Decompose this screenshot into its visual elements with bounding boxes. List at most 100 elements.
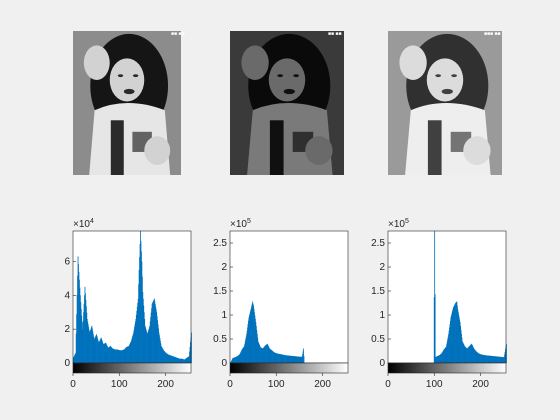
histogram-bar	[165, 352, 166, 363]
histogram-bar	[159, 340, 161, 363]
histogram-bar	[129, 344, 131, 363]
histogram-bar	[263, 346, 265, 363]
histogram-bar	[273, 352, 275, 363]
histogram-bar	[264, 346, 266, 363]
histogram-bar	[97, 341, 99, 363]
histogram-bar	[461, 337, 463, 363]
histogram-bar	[299, 356, 301, 363]
histogram-bar	[94, 337, 96, 363]
histogram-bar	[92, 331, 94, 363]
histogram-bar	[99, 340, 101, 363]
histogram-bar	[79, 287, 81, 363]
histogram-bar	[279, 353, 280, 363]
histogram-bar	[103, 344, 104, 363]
histogram-bar	[501, 357, 503, 363]
histogram-bar	[130, 342, 132, 363]
histogram-bar	[235, 356, 237, 363]
histogram-bar	[461, 333, 462, 363]
histogram-bar	[134, 327, 135, 363]
photo-eye	[451, 74, 457, 78]
histogram-bar	[185, 358, 187, 363]
histogram-bar	[111, 348, 113, 363]
histogram-bar	[273, 352, 275, 363]
histogram-bar	[249, 313, 251, 363]
y-tick-label: 0	[64, 358, 70, 369]
histogram-bar	[300, 356, 302, 363]
histogram-bar	[144, 319, 146, 363]
histogram-bar	[249, 311, 251, 363]
histogram-bar	[290, 355, 292, 363]
histogram-bar	[260, 347, 262, 363]
histogram-bar	[159, 335, 160, 363]
histogram-bar	[275, 353, 277, 363]
histogram-bar	[246, 334, 248, 363]
histogram-bar	[505, 349, 506, 363]
histogram-bar	[479, 353, 481, 363]
photo-mouth	[283, 88, 295, 95]
histogram-bar	[481, 354, 483, 363]
histogram-bar	[104, 343, 105, 363]
histogram-bar	[155, 306, 157, 363]
photo-mouth	[123, 88, 135, 95]
histogram-bar	[445, 347, 447, 363]
y-tick-label: 6	[64, 256, 70, 267]
histogram-bar	[128, 346, 129, 363]
photo-eye	[293, 74, 299, 78]
histogram-bar	[480, 354, 481, 363]
histogram-bar	[491, 355, 493, 363]
histogram-bar	[263, 347, 265, 363]
histogram-bar	[88, 329, 90, 363]
histogram-bar	[156, 312, 158, 363]
histogram-bar	[150, 312, 152, 363]
histogram-bar	[451, 311, 453, 363]
histogram-bar	[184, 359, 185, 363]
histogram-bar	[82, 329, 84, 363]
x-tick-label: 100	[426, 379, 443, 390]
histogram-bar	[240, 351, 242, 363]
histogram-bar	[182, 358, 184, 363]
histogram-bar	[446, 341, 448, 363]
histogram-bar	[282, 354, 284, 363]
histogram-bar	[188, 356, 190, 363]
histogram-bar	[74, 354, 76, 363]
histogram-bar	[95, 335, 97, 363]
histogram-bar	[86, 312, 88, 363]
histogram-bar	[112, 348, 114, 363]
histogram-bar	[133, 329, 135, 363]
histogram-bar	[96, 334, 97, 363]
histogram-1: 0 0.5 1 1.5 2 2.5×105 0 100 200	[213, 218, 349, 390]
photo-shirt-pattern	[269, 120, 284, 175]
histogram-bar	[167, 354, 169, 363]
histogram-bar	[178, 358, 179, 363]
histogram-bar	[245, 336, 247, 363]
histogram-bar	[291, 355, 292, 363]
histogram-bar	[80, 308, 82, 363]
histogram-bar	[488, 355, 490, 363]
histogram-bar	[475, 350, 477, 363]
histogram-bar	[269, 348, 271, 363]
histogram-bar	[135, 319, 137, 363]
histogram-bar	[85, 306, 87, 363]
histogram-bar	[474, 349, 475, 363]
histogram-bar	[259, 344, 260, 363]
histogram-bar	[476, 351, 478, 363]
histogram-bar	[84, 286, 86, 363]
histogram-bar	[104, 343, 106, 363]
photo-original	[73, 31, 181, 175]
histogram-bar	[252, 303, 254, 363]
histogram-bar	[168, 354, 170, 363]
histogram-bar	[239, 354, 241, 363]
histogram-bar	[178, 358, 180, 363]
histogram-bar	[286, 355, 288, 363]
histogram-bar	[503, 357, 505, 363]
histogram-bar	[115, 349, 117, 363]
histogram-bar	[280, 354, 282, 363]
x-tick-label: 0	[227, 379, 233, 390]
histogram-bar	[257, 337, 259, 363]
histogram-bar	[303, 355, 305, 363]
histogram-bar	[485, 355, 486, 363]
histogram-bar	[98, 341, 100, 363]
y-exponent-label: ×104	[73, 218, 94, 230]
y-tick-label: 4	[64, 290, 70, 301]
histogram-bar	[500, 356, 502, 363]
